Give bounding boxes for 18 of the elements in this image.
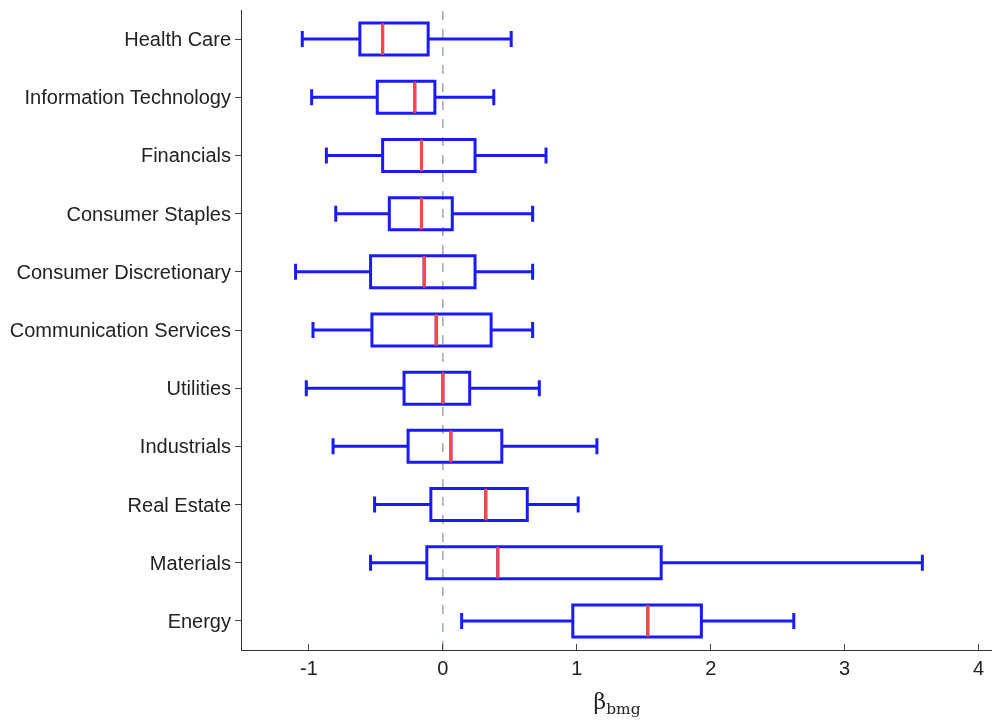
x-tick-label: 4 xyxy=(973,657,985,679)
x-tick-label: 2 xyxy=(705,657,717,679)
y-tick-label: Real Estate xyxy=(127,493,231,516)
x-tick-label: -1 xyxy=(300,657,318,679)
x-tick-label: 0 xyxy=(437,657,449,679)
x-tick-label: 1 xyxy=(571,657,583,679)
y-tick-label: Health Care xyxy=(124,28,231,51)
y-tick-label: Materials xyxy=(149,551,231,574)
y-tick-label: Energy xyxy=(167,609,231,632)
y-tick-label: Communication Services xyxy=(9,319,231,341)
y-tick-label: Financials xyxy=(140,144,231,167)
y-tick-label: Utilities xyxy=(166,377,231,400)
y-tick-label: Consumer Discretionary xyxy=(16,260,231,283)
y-tick-label: Industrials xyxy=(139,435,231,458)
y-tick-label: Consumer Staples xyxy=(66,202,231,225)
x-axis-title: β$_{bmg}$ xyxy=(593,688,641,718)
y-tick-label: Information Technology xyxy=(24,86,231,109)
x-tick-label: 3 xyxy=(839,657,851,679)
